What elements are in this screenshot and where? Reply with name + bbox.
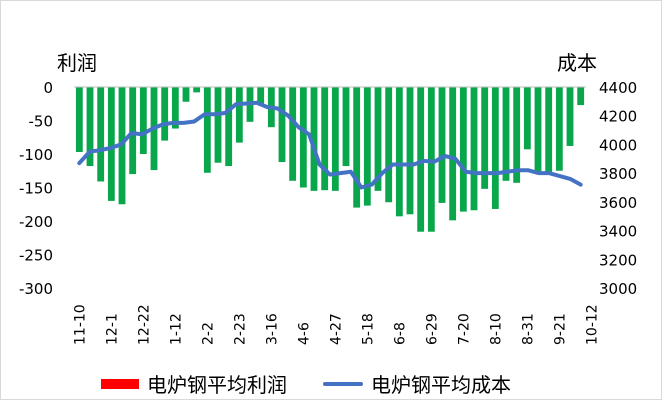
profit-bar: [534, 87, 542, 173]
x-tick-label: 12-1: [104, 313, 120, 345]
profit-bar: [395, 87, 403, 217]
profit-bar: [459, 87, 467, 212]
x-tick-label: 5-18: [360, 313, 376, 345]
x-tick-label: 10-12: [584, 304, 600, 345]
right-tick-label: 3200: [599, 251, 637, 269]
profit-bar: [363, 87, 371, 206]
legend-swatch-cost: [323, 381, 363, 386]
right-tick-label: 4000: [599, 136, 637, 154]
right-tick-label: 4400: [599, 79, 637, 97]
x-tick-label: 8-31: [520, 313, 536, 345]
profit-bar: [481, 87, 489, 189]
left-tick-label: -150: [19, 180, 53, 198]
x-tick-label: 6-8: [392, 322, 408, 345]
profit-bar: [555, 87, 563, 171]
x-tick-label: 1-12: [168, 313, 184, 345]
x-tick-label: 12-22: [136, 304, 152, 345]
profit-bar: [257, 87, 265, 104]
x-tick-label: 8-10: [488, 313, 504, 345]
profit-bar: [406, 87, 414, 215]
legend-swatch-profit: [101, 378, 139, 389]
right-tick-label: 3800: [599, 165, 637, 183]
legend-item-cost: 电炉钢平均成本: [323, 369, 511, 398]
left-axis-title: 利润: [57, 51, 97, 75]
profit-bar: [427, 87, 435, 232]
profit-bar: [161, 87, 169, 141]
x-tick-label: 9-21: [552, 313, 568, 345]
profit-bar: [385, 87, 393, 203]
profit-bar: [438, 87, 446, 203]
profit-bar: [289, 87, 297, 181]
profit-bar: [577, 87, 585, 106]
profit-bar: [214, 87, 222, 163]
profit-bar: [171, 87, 179, 129]
profit-bar: [203, 87, 211, 173]
profit-bar: [75, 87, 83, 152]
profit-bar: [139, 87, 147, 154]
profit-bar: [502, 87, 510, 181]
x-tick-label: 3-16: [264, 313, 280, 345]
profit-bar: [523, 87, 531, 150]
profit-bar: [342, 87, 350, 167]
profit-bar: [299, 87, 307, 188]
profit-bar: [470, 87, 478, 211]
profit-bar: [182, 87, 190, 102]
profit-bar: [225, 87, 233, 167]
legend-item-profit: 电炉钢平均利润: [101, 369, 287, 398]
profit-bar: [513, 87, 521, 183]
profit-bar: [417, 87, 425, 232]
left-tick-label: -250: [19, 247, 53, 265]
profit-bar: [353, 87, 361, 208]
profit-bar: [310, 87, 318, 191]
left-tick-label: -100: [19, 146, 53, 164]
profit-bar: [235, 87, 243, 143]
right-tick-label: 3400: [599, 223, 637, 241]
legend-label-profit: 电炉钢平均利润: [147, 373, 287, 397]
right-tick-label: 4200: [599, 108, 637, 126]
left-tick-label: -200: [19, 213, 53, 231]
profit-bar: [97, 87, 105, 182]
profit-bar: [491, 87, 499, 209]
x-tick-label: 7-20: [456, 313, 472, 345]
profit-bar: [374, 87, 382, 191]
x-tick-label: 4-6: [296, 322, 312, 345]
profit-bar: [331, 87, 339, 191]
x-tick-label: 2-23: [232, 313, 248, 345]
right-axis-title: 成本: [557, 51, 597, 75]
profit-bar: [566, 87, 574, 146]
left-tick-label: -300: [19, 280, 53, 298]
legend: 电炉钢平均利润 电炉钢平均成本: [101, 369, 547, 398]
legend-label-cost: 电炉钢平均成本: [371, 373, 511, 397]
left-tick-label: 0: [43, 79, 53, 97]
cost-line: [77, 100, 583, 190]
profit-bar: [278, 87, 286, 163]
profit-bar: [86, 87, 94, 167]
x-tick-label: 6-29: [424, 313, 440, 345]
profit-bar: [193, 87, 201, 93]
profit-bar: [545, 87, 553, 175]
x-tick-label: 4-27: [328, 313, 344, 345]
left-tick-label: -50: [29, 113, 54, 131]
x-tick-label: 11-10: [72, 304, 88, 345]
right-tick-label: 3000: [599, 280, 637, 298]
profit-bar: [129, 87, 137, 175]
right-tick-label: 3600: [599, 194, 637, 212]
profit-bar: [321, 87, 329, 191]
x-tick-label: 2-2: [200, 322, 216, 345]
profit-bar: [449, 87, 457, 221]
profit-bar: [107, 87, 115, 201]
